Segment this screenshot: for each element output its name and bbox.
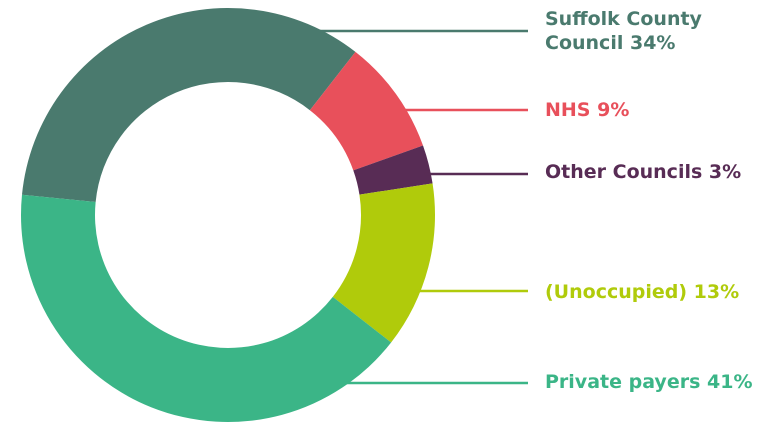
value-label: 34% xyxy=(629,32,676,54)
donut-slice xyxy=(353,145,433,195)
category-label: Suffolk County Council xyxy=(545,8,702,54)
slice-label: (Unoccupied) 13% xyxy=(545,280,775,304)
category-label: (Unoccupied) xyxy=(545,281,688,303)
donut-slice xyxy=(21,194,392,422)
value-label: 13% xyxy=(693,281,740,303)
donut-slice xyxy=(332,183,435,343)
category-label: Private payers xyxy=(545,371,701,393)
slice-label: Other Councils 3% xyxy=(545,160,775,184)
category-label: NHS xyxy=(545,99,591,121)
value-label: 3% xyxy=(708,161,742,183)
slice-label: Private payers 41% xyxy=(545,370,775,394)
donut-slice xyxy=(21,7,356,203)
slice-label: NHS 9% xyxy=(545,98,775,122)
donut-slice xyxy=(309,51,424,171)
slice-label: Suffolk County Council 34% xyxy=(545,7,720,55)
value-label: 41% xyxy=(707,371,753,393)
category-label: Other Councils xyxy=(545,161,703,183)
value-label: 9% xyxy=(597,99,630,121)
